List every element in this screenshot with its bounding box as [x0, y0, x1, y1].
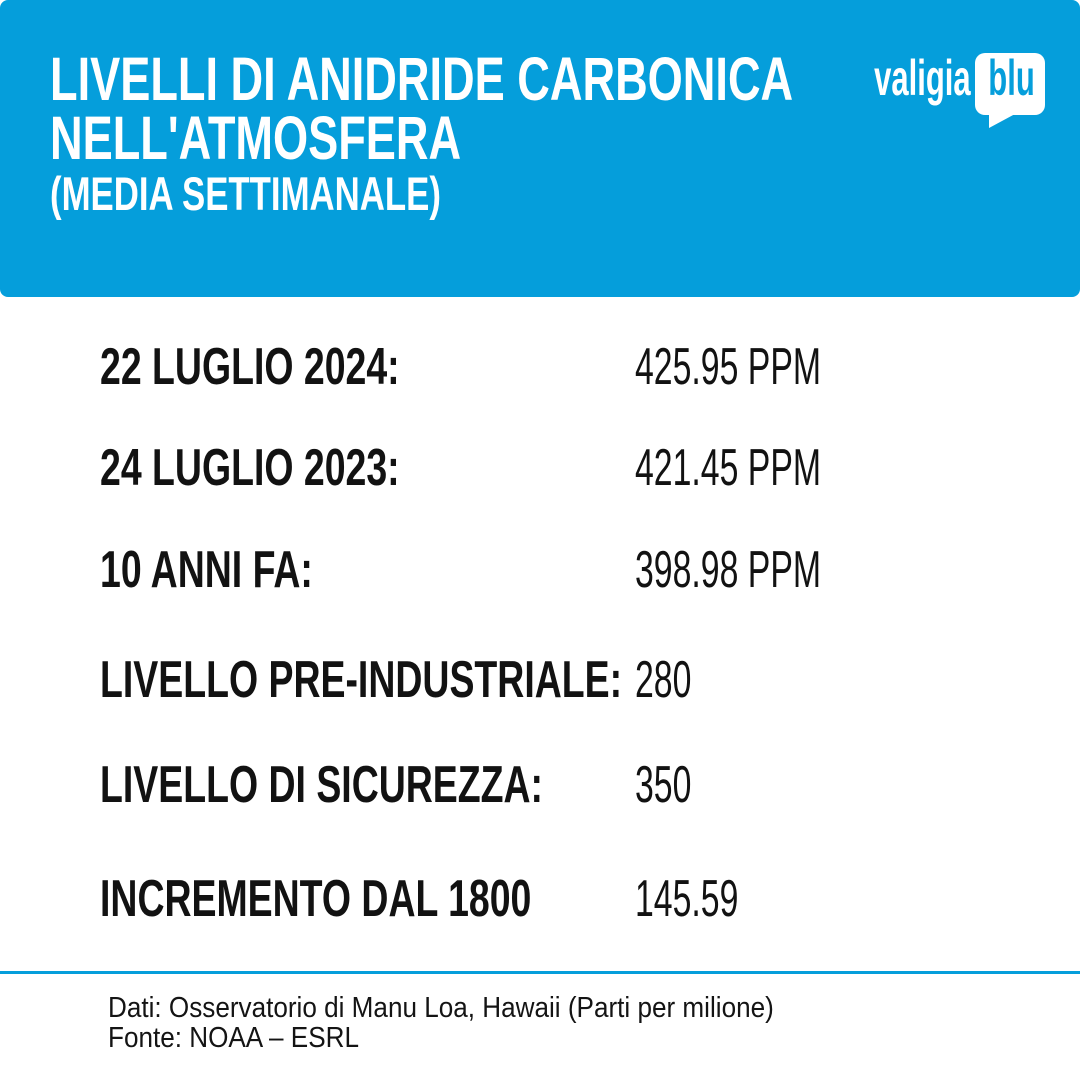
row-label: LIVELLO DI SICUREZZA:	[100, 756, 544, 814]
row-value: 398.98 PPM	[635, 541, 822, 599]
data-row: 22 LUGLIO 2024: 425.95 PPM	[0, 341, 1080, 393]
data-row: LIVELLO DI SICUREZZA: 350	[0, 759, 1080, 811]
source-line-1: Dati: Osservatorio di Manu Loa, Hawaii (…	[108, 992, 774, 1024]
row-label: 24 LUGLIO 2023:	[100, 439, 400, 497]
source-line-2: Fonte: NOAA – ESRL	[108, 1022, 359, 1054]
row-value: 145.59	[635, 870, 739, 928]
logo-bubble-text: blu	[988, 50, 1035, 106]
row-label: LIVELLO PRE-INDUSTRIALE:	[100, 651, 623, 709]
data-row: 10 ANNI FA: 398.98 PPM	[0, 544, 1080, 596]
row-value: 421.45 PPM	[635, 439, 822, 497]
title-line-1: LIVELLI DI ANIDRIDE CARBONICA	[50, 45, 794, 113]
source-note: Dati: Osservatorio di Manu Loa, Hawaii (…	[108, 993, 774, 1053]
header-banner: LIVELLI DI ANIDRIDE CARBONICA NELL'ATMOS…	[0, 0, 1080, 297]
subtitle: (MEDIA SETTIMANALE)	[50, 167, 441, 220]
row-value: 425.95 PPM	[635, 338, 822, 396]
row-value: 350	[635, 756, 692, 814]
footer-divider	[0, 971, 1080, 974]
page-title: LIVELLI DI ANIDRIDE CARBONICA NELL'ATMOS…	[50, 45, 1054, 172]
row-value: 280	[635, 651, 692, 709]
row-label: 22 LUGLIO 2024:	[100, 338, 400, 396]
title-line-2: NELL'ATMOSFERA	[50, 104, 462, 172]
row-label: 10 ANNI FA:	[100, 541, 313, 599]
logo-word: valigia	[874, 50, 971, 106]
row-label: INCREMENTO DAL 1800	[100, 870, 532, 928]
data-row: INCREMENTO DAL 1800 145.59	[0, 873, 1080, 925]
data-row: LIVELLO PRE-INDUSTRIALE: 280	[0, 654, 1080, 706]
valigiablu-logo: valigia blu	[815, 50, 1045, 128]
data-row: 24 LUGLIO 2023: 421.45 PPM	[0, 442, 1080, 494]
speech-bubble-icon: blu	[975, 50, 1045, 128]
